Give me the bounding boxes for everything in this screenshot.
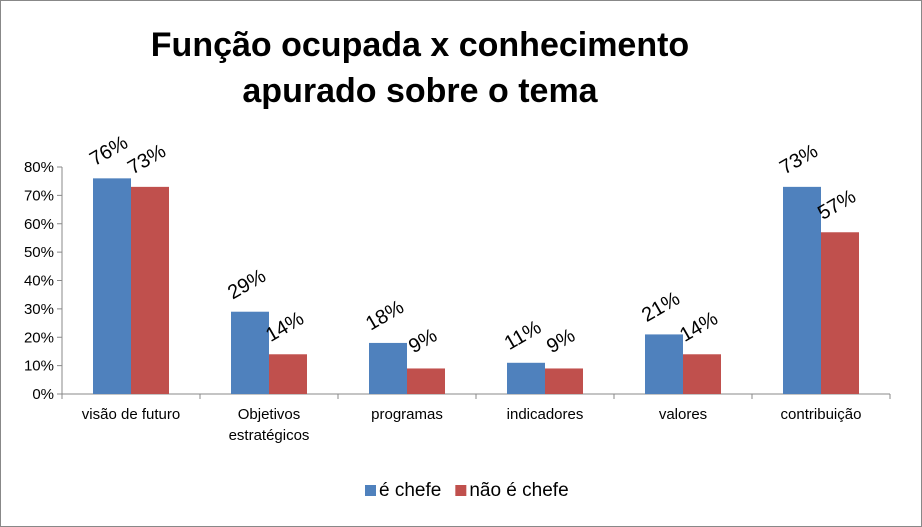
legend-label: é chefe	[379, 480, 441, 501]
legend-swatch	[365, 485, 376, 496]
bar	[231, 311, 269, 394]
x-tick-label: indicadores	[506, 406, 584, 423]
bar	[545, 368, 583, 394]
y-tick-label: 20%	[24, 329, 54, 346]
chart-title: Função ocupada x conhecimento apurado so…	[150, 26, 690, 110]
x-tick-label: valores	[658, 406, 708, 423]
x-tick-label: Objetivos estratégicos	[228, 406, 310, 444]
bar	[369, 342, 407, 394]
y-tick-label: 50%	[24, 244, 54, 261]
bar	[821, 232, 859, 394]
y-tick-label: 60%	[24, 216, 54, 233]
y-tick-label: 70%	[24, 187, 54, 204]
bar	[93, 178, 131, 394]
bar	[645, 334, 683, 394]
bar	[407, 368, 445, 394]
bar	[683, 354, 721, 394]
y-tick-label: 30%	[24, 301, 54, 318]
bar	[783, 186, 821, 394]
legend-swatch	[455, 485, 467, 496]
y-tick-label: 0%	[32, 386, 54, 403]
legend-label: não é chefe	[469, 480, 568, 501]
x-tick-label: programas	[371, 406, 443, 423]
x-tick-label: contribuição	[780, 406, 862, 423]
y-tick-label: 10%	[24, 358, 54, 375]
bar	[269, 354, 307, 394]
y-tick-label: 40%	[24, 273, 54, 290]
bar	[131, 186, 169, 394]
x-tick-label: visão de futuro	[81, 406, 181, 423]
bar	[507, 362, 545, 394]
y-tick-label: 80%	[24, 159, 54, 176]
